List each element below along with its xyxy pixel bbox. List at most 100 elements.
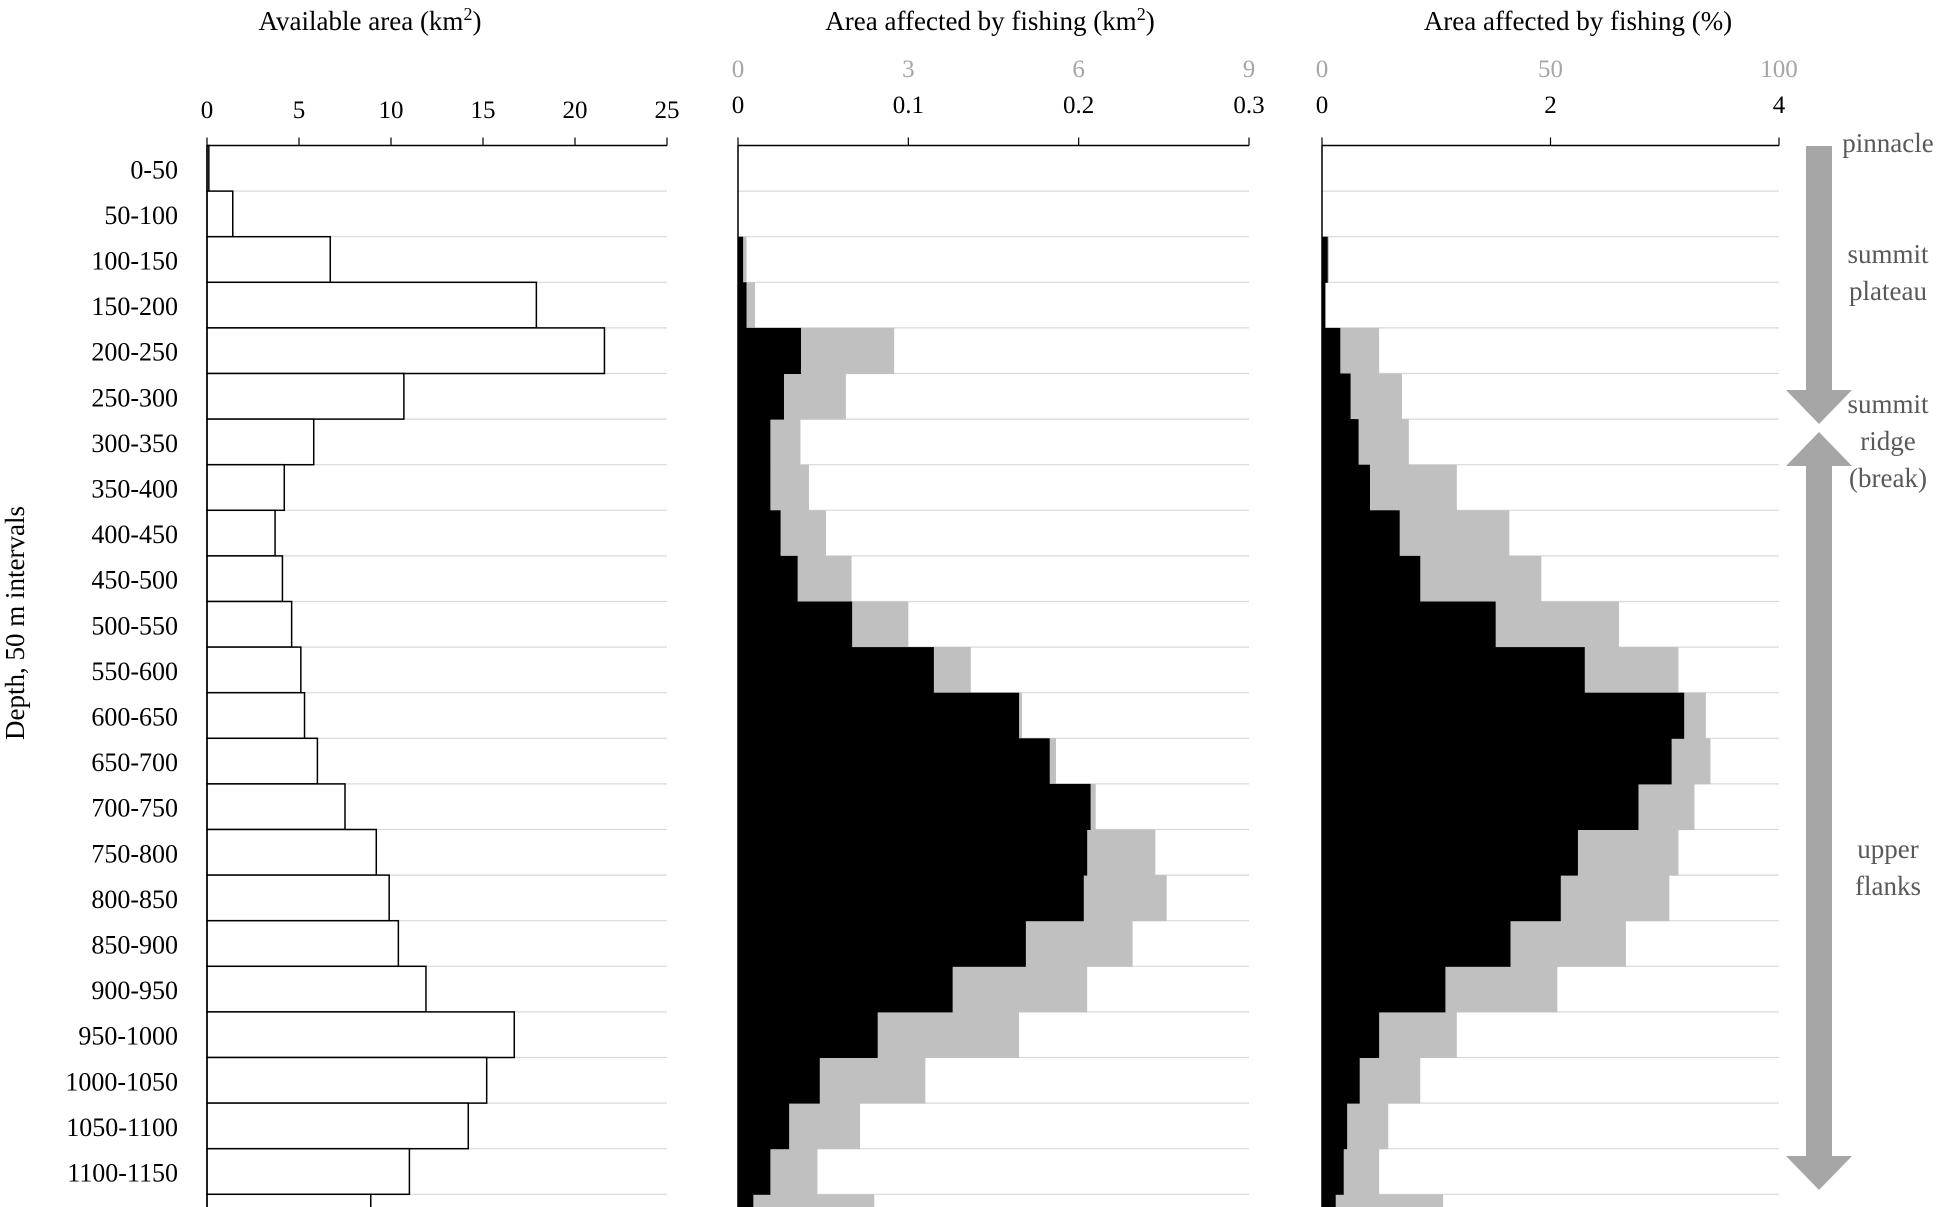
- tick-labels-layer: 0 5 10 15 20 25 0 0.1 0.2 0.3 0 3 6 9 0 2 4 0 50 100: [201, 56, 1798, 124]
- affected-bar-primary: [738, 464, 771, 511]
- zone-label: pinnacle: [1842, 128, 1933, 158]
- panel-2-title-close: ): [1146, 6, 1155, 36]
- affected-bar-primary: [738, 738, 1050, 785]
- available-area-bar: [206, 190, 234, 238]
- depth-category-label: 200-250: [91, 338, 178, 367]
- affected-bar-primary: [1322, 1103, 1348, 1150]
- depth-category-label: 100-150: [91, 247, 178, 276]
- depth-category-label: 800-850: [91, 885, 178, 914]
- depth-category-label: 650-700: [91, 748, 178, 777]
- affected-bar-primary: [738, 555, 798, 602]
- affected-bar-primary: [738, 1011, 878, 1058]
- affected-bar-primary: [1322, 966, 1446, 1013]
- depth-category-label: 1150-1200: [66, 1204, 178, 1207]
- panel-2-title: Area affected by fishing (km2): [825, 4, 1154, 36]
- available-area-bar: [206, 600, 293, 648]
- affected-bar-primary: [738, 1148, 771, 1195]
- affected-bar-primary: [738, 1057, 820, 1104]
- available-area-bar: [206, 555, 284, 603]
- y-axis-label: Depth, 50 m intervals: [0, 506, 30, 740]
- x-tick-label: 15: [471, 97, 496, 124]
- affected-bar-secondary: [1322, 1194, 1444, 1207]
- depth-category-label: 150-200: [91, 292, 178, 321]
- affected-bar-primary: [1322, 236, 1328, 283]
- depth-category-label: 0-50: [130, 155, 178, 184]
- x-tick-label: 5: [293, 97, 306, 124]
- depth-category-label: 1000-1050: [65, 1067, 178, 1096]
- affected-bar-primary: [1322, 282, 1326, 329]
- affected-bar-primary: [738, 1103, 790, 1150]
- available-area-bar: [206, 418, 315, 466]
- affected-bar-primary: [1322, 327, 1341, 374]
- affected-bar-primary: [1322, 464, 1370, 511]
- affected-bar-primary: [1322, 510, 1400, 557]
- affected-bar-primary: [738, 920, 1026, 967]
- affected-bar-primary: [738, 875, 1084, 922]
- panel-3-title: Area affected by fishing (%): [1424, 6, 1732, 36]
- available-area-bar: [206, 509, 276, 557]
- affected-bar-primary: [738, 510, 781, 557]
- x-tick-label: 0.1: [893, 92, 924, 119]
- available-area-bar: [206, 874, 390, 922]
- x-tick-label: 20: [563, 97, 588, 124]
- depth-category-label: 850-900: [91, 931, 178, 960]
- available-area-bar: [206, 372, 405, 420]
- x-tick-label: 0: [201, 97, 214, 124]
- affected-bar-secondary: [738, 1194, 875, 1207]
- zone-arrow-double: [1786, 432, 1852, 1190]
- affected-bar-primary: [1322, 1194, 1336, 1207]
- panel-1-title-sup: 2: [463, 4, 472, 24]
- available-area-bar: [206, 919, 400, 968]
- x-tick-label: 0.2: [1063, 92, 1094, 119]
- zone-label: flanks: [1855, 871, 1921, 901]
- affected-bar-primary: [1322, 601, 1496, 648]
- affected-bar-primary: [1322, 875, 1561, 922]
- panel-2-title-sup: 2: [1137, 4, 1146, 24]
- x-secondary-tick-label: 100: [1760, 56, 1798, 83]
- zone-label: ridge: [1860, 426, 1915, 456]
- zone-arrow-down: [1786, 146, 1852, 424]
- available-area-bar: [206, 965, 427, 1013]
- panel-1-title: Available area (km2): [259, 4, 482, 36]
- available-area-bar: [206, 691, 306, 740]
- affected-bar-primary: [1322, 1011, 1380, 1058]
- depth-category-label: 950-1000: [78, 1022, 178, 1051]
- affected-bar-primary: [1322, 419, 1359, 466]
- affected-bar-primary: [738, 419, 771, 466]
- available-area-bar: [206, 1102, 470, 1150]
- affected-bar-primary: [1322, 647, 1585, 694]
- affected-bar-primary: [738, 236, 744, 283]
- x-tick-label: 0: [732, 92, 745, 119]
- affected-bar-primary: [1322, 1057, 1360, 1104]
- available-area-bar: [206, 1056, 488, 1104]
- x-secondary-tick-label: 0: [1316, 56, 1329, 83]
- affected-bar-primary: [738, 829, 1088, 876]
- category-labels-layer: 0-50 50-100 100-150 150-200 200-250 250-300 30…: [65, 155, 178, 1207]
- available-area-bar: [206, 235, 332, 284]
- affected-bar-primary: [1322, 1148, 1344, 1195]
- affected-bar-primary: [738, 966, 953, 1013]
- depth-category-label: 350-400: [91, 475, 178, 504]
- affected-bar-primary: [1322, 829, 1578, 876]
- depth-category-label: 900-950: [91, 976, 178, 1005]
- zone-label: summit: [1847, 239, 1929, 269]
- depth-category-label: 50-100: [104, 201, 178, 230]
- depth-category-label: 450-500: [91, 566, 178, 595]
- available-area-bar: [206, 281, 538, 329]
- depth-category-label: 1100-1150: [67, 1159, 178, 1188]
- available-area-bar: [206, 646, 302, 694]
- available-area-bar: [206, 783, 346, 831]
- affected-bar-primary: [738, 1194, 754, 1207]
- depth-category-label: 1050-1100: [66, 1113, 178, 1142]
- affected-bar-primary: [1322, 738, 1672, 785]
- depth-category-label: 750-800: [91, 839, 178, 868]
- bars-layer: [206, 144, 1711, 1207]
- zone-label: (break): [1849, 463, 1927, 493]
- available-area-bar: [206, 828, 378, 876]
- depth-category-label: 400-450: [91, 520, 178, 549]
- zone-label: summit: [1847, 389, 1929, 419]
- x-tick-label: 10: [379, 97, 404, 124]
- x-secondary-tick-label: 50: [1538, 56, 1563, 83]
- affected-bar-primary: [738, 282, 747, 329]
